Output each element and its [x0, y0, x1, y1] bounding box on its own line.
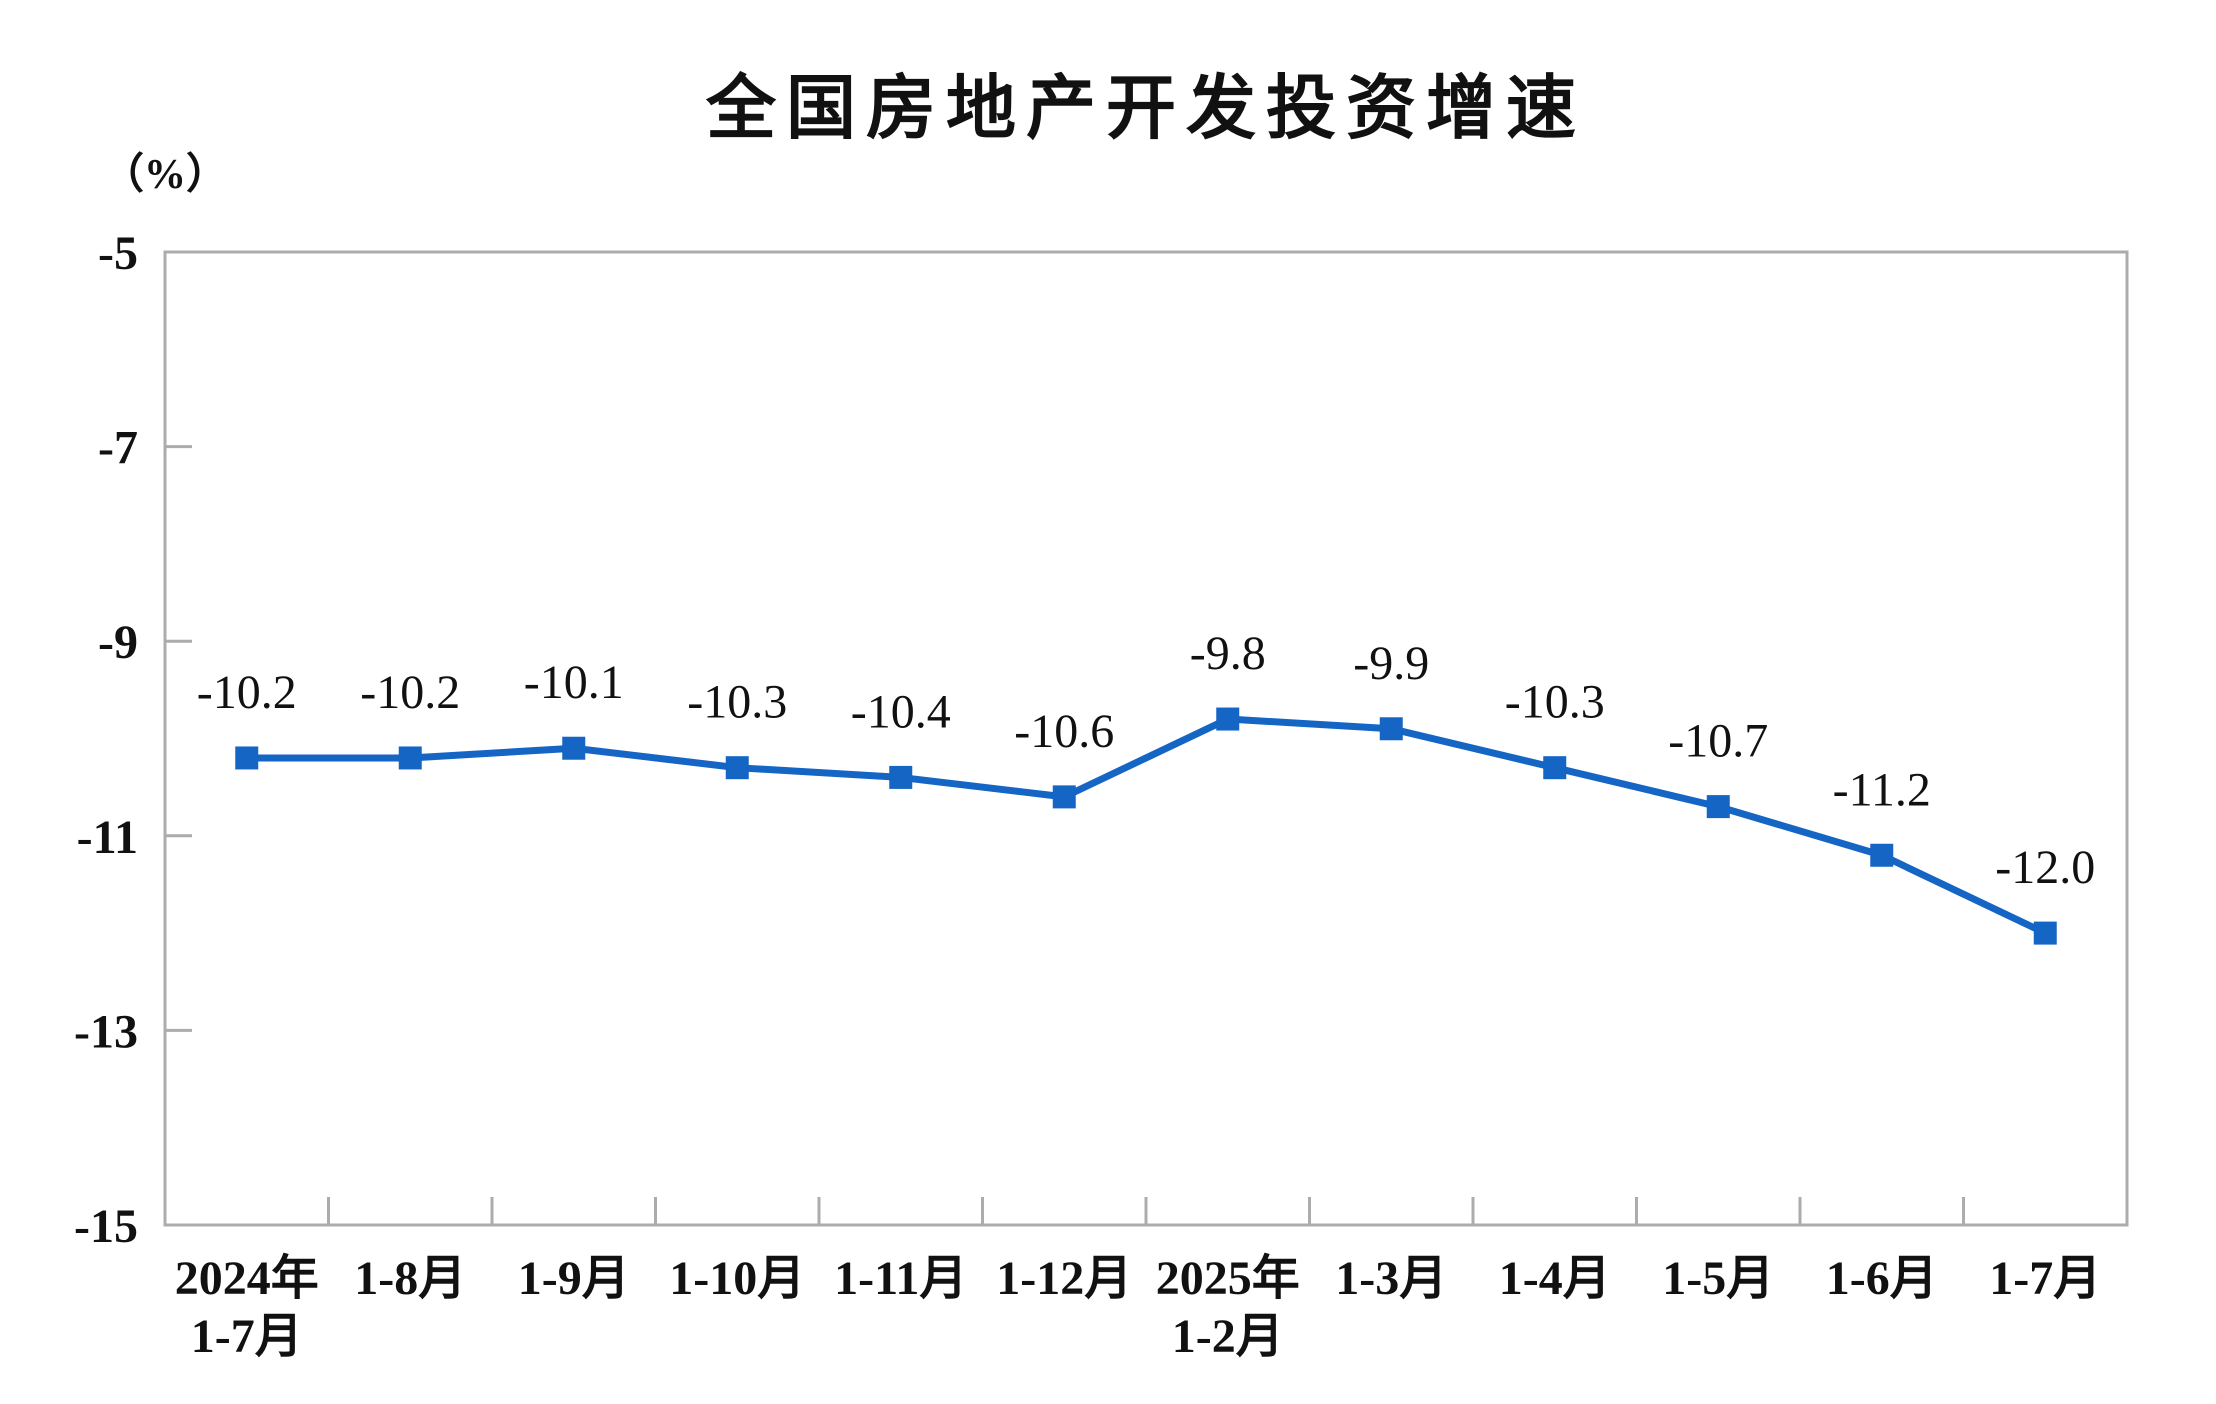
y-axis-label: -9: [98, 616, 138, 669]
data-label: -10.1: [524, 656, 624, 709]
data-label: -9.8: [1190, 627, 1266, 680]
y-axis-label: -5: [98, 227, 138, 280]
data-point-marker: [398, 746, 422, 770]
x-axis-label: 1-6月: [1826, 1252, 1938, 1305]
y-axis-label: -13: [74, 1005, 138, 1058]
data-label: -10.7: [1668, 715, 1768, 768]
data-point-marker: [1870, 843, 1894, 867]
data-point-marker: [1543, 756, 1567, 780]
y-axis-label: -11: [77, 811, 138, 864]
x-axis-label: 1-7月: [1989, 1252, 2101, 1305]
data-label: -10.2: [197, 666, 297, 719]
x-axis-label: 1-9月: [518, 1252, 630, 1305]
data-label: -10.4: [851, 685, 951, 738]
x-axis-label: 1-3月: [1335, 1252, 1447, 1305]
data-label: -9.9: [1353, 637, 1429, 690]
data-label: -10.2: [360, 666, 460, 719]
data-label: -10.3: [687, 676, 787, 729]
x-axis-label: 1-8月: [354, 1252, 466, 1305]
y-axis-label: -15: [74, 1200, 138, 1253]
x-axis-label: 1-11月: [834, 1252, 967, 1305]
data-point-marker: [235, 746, 259, 770]
data-point-marker: [562, 736, 586, 760]
y-axis-unit-label: （%）: [101, 152, 229, 198]
data-point-marker: [1052, 785, 1076, 809]
chart-title: 全国房地产开发投资增速: [706, 69, 1586, 147]
x-axis-label: 1-4月: [1499, 1252, 1611, 1305]
x-axis-label: 2025年: [1156, 1252, 1300, 1305]
data-point-marker: [2033, 921, 2057, 945]
data-label: -12.0: [1995, 841, 2095, 894]
plot-border: [163, 250, 2129, 1227]
series-line: [243, 715, 2049, 937]
x-axis-label: 1-2月: [1172, 1310, 1284, 1363]
x-axis-label: 1-12月: [996, 1252, 1132, 1305]
x-axis-label: 2024年: [175, 1252, 319, 1305]
x-axis-label: 1-5月: [1662, 1252, 1774, 1305]
data-label: -10.6: [1014, 705, 1114, 758]
data-point-marker: [1706, 795, 1730, 819]
x-axis-label: 1-7月: [191, 1310, 303, 1363]
data-point-marker: [889, 765, 913, 789]
x-axis-label: 1-10月: [669, 1252, 805, 1305]
y-axis-label: -7: [98, 422, 138, 475]
data-point-marker: [1216, 707, 1240, 731]
data-point-marker: [1379, 717, 1403, 741]
data-label: -10.3: [1505, 676, 1605, 729]
data-label: -11.2: [1833, 763, 1931, 816]
data-point-marker: [725, 756, 749, 780]
